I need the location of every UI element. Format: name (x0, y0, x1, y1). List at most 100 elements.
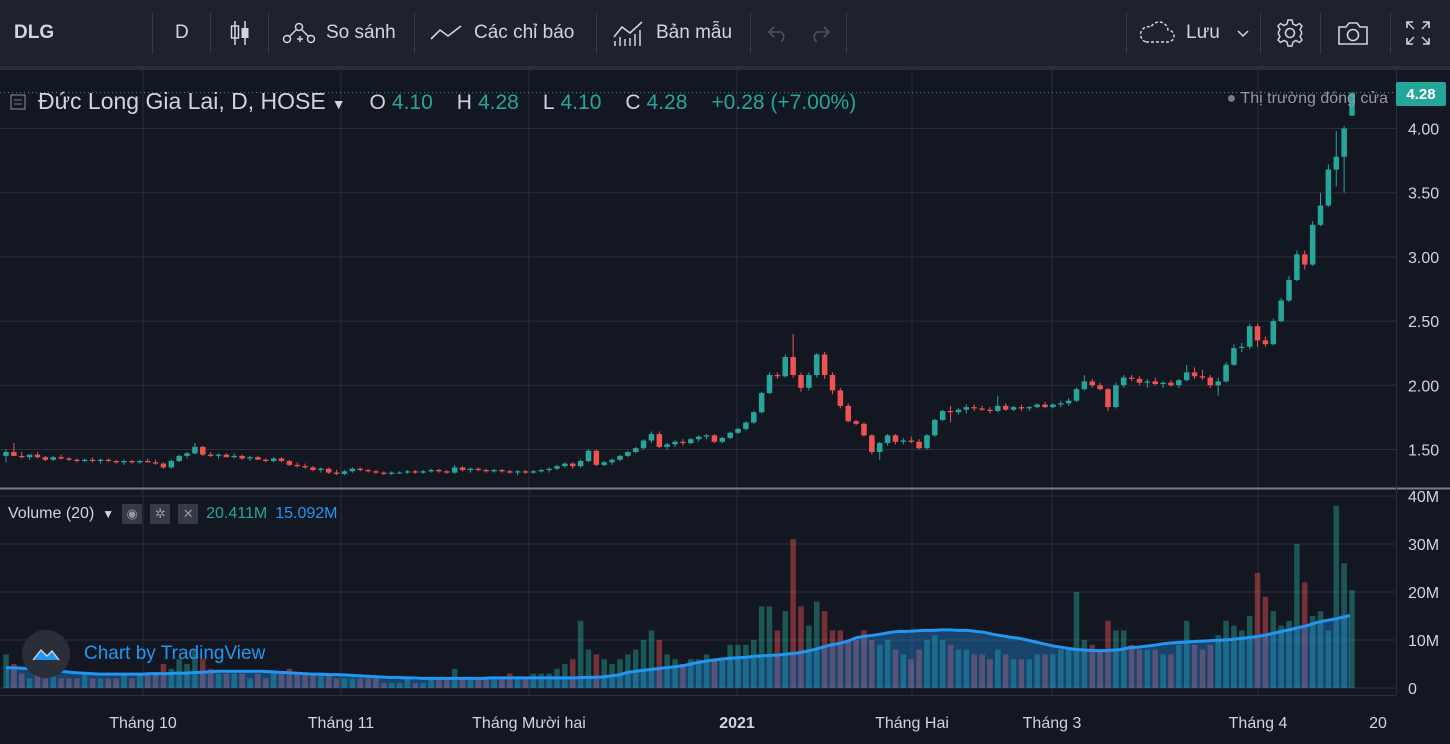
gear-icon[interactable]: ✲ (150, 504, 171, 524)
volume-bar (735, 644, 741, 688)
volume-bar (467, 678, 474, 688)
candle-body (1128, 377, 1135, 379)
volume-bar (34, 673, 41, 688)
time-tick-label: 2021 (719, 715, 755, 732)
candle-body (207, 454, 214, 456)
candle-body (869, 435, 875, 453)
volume-bar (74, 678, 80, 688)
collapse-icon[interactable] (10, 93, 26, 110)
high-label: H (456, 91, 472, 114)
candle-body (1215, 381, 1221, 386)
volume-bar (1223, 620, 1229, 688)
candle-body (247, 457, 253, 459)
interval-button[interactable]: D (175, 10, 189, 56)
toolbar-divider (1390, 12, 1391, 54)
candle-body (50, 457, 56, 460)
candle-body (1349, 92, 1355, 116)
candle-body (971, 407, 977, 409)
symbol-label: DLG (14, 22, 55, 43)
volume-bar (664, 654, 670, 688)
indicators-button[interactable]: Các chỉ báo (430, 10, 574, 56)
candle-body (223, 454, 230, 458)
save-label: Lưu (1186, 22, 1220, 43)
volume-dropdown-icon[interactable]: ▼ (102, 507, 115, 521)
volume-bar (782, 611, 789, 688)
candle-body (349, 468, 356, 472)
volume-bar (1081, 640, 1088, 688)
compare-button[interactable]: So sánh (282, 10, 396, 56)
volume-bar (758, 606, 765, 688)
volume-bar (648, 630, 655, 688)
candle-body (365, 470, 371, 472)
candle-body (81, 459, 88, 462)
candle-body (719, 437, 726, 442)
volume-bar (129, 678, 135, 688)
volume-bar (247, 678, 253, 688)
candle-body (1239, 346, 1245, 349)
candle-body (1081, 381, 1088, 390)
candle-body (1073, 389, 1080, 401)
candle-body (1223, 364, 1229, 382)
candle-body (215, 454, 222, 456)
screenshot-button[interactable] (1336, 10, 1370, 56)
volume-bar (152, 673, 159, 688)
candle-body (601, 462, 607, 465)
volume-bar (286, 668, 293, 688)
candle-body (1191, 372, 1198, 377)
volume-bar (869, 640, 875, 688)
redo-button[interactable] (808, 10, 832, 56)
candle-body (593, 450, 600, 465)
candle-body (538, 470, 545, 472)
fullscreen-button[interactable] (1404, 10, 1432, 56)
candle-body (231, 455, 238, 458)
visibility-icon[interactable]: ◉ (122, 504, 143, 524)
tradingview-watermark[interactable]: Chart by TradingView (22, 630, 265, 678)
volume-bar (601, 659, 607, 688)
candle-body (892, 435, 899, 442)
candle-body (656, 434, 663, 447)
candle-body (18, 455, 25, 458)
candle-body (341, 471, 348, 474)
candle-body (105, 459, 112, 462)
volume-bar (514, 678, 521, 688)
candle-body (1097, 385, 1103, 390)
candle-body (388, 472, 395, 474)
candle-body (168, 461, 175, 468)
price-tick-label: 3.50 (1408, 186, 1439, 203)
candle-body (1341, 128, 1347, 157)
volume-bar (1144, 649, 1151, 688)
candlestick-chart[interactable]: 4.00 3.50 3.00 2.50 2.00 1.50 40M 30M 20M 10M 0 Thá… (0, 70, 1450, 744)
compare-icon (282, 22, 316, 44)
volume-bar (656, 640, 663, 688)
interval-label: D (175, 22, 189, 43)
symbol-title[interactable]: Đức Long Gia Lai, D, HOSE (38, 88, 326, 114)
volume-bar (884, 640, 891, 688)
price-tick-label: 2.50 (1408, 314, 1439, 331)
candle-body (499, 470, 505, 472)
volume-bar (231, 673, 238, 688)
volume-bar (318, 673, 324, 688)
undo-icon (767, 26, 785, 43)
chevron-down-icon[interactable] (1236, 28, 1250, 38)
volume-bar (1207, 644, 1214, 688)
undo-button[interactable] (766, 10, 790, 56)
chart-area[interactable]: 4.00 3.50 3.00 2.50 2.00 1.50 40M 30M 20M 10M 0 Thá… (0, 70, 1450, 744)
volume-bar (569, 659, 576, 688)
templates-button[interactable]: Bản mẫu (612, 10, 732, 56)
candlestick-icon (230, 21, 249, 45)
save-button[interactable]: Lưu (1138, 10, 1250, 56)
candle-body (766, 375, 773, 393)
candle-body (806, 375, 812, 388)
volume-bar (310, 673, 316, 688)
toolbar-divider (152, 12, 153, 54)
chart-type-button[interactable] (228, 10, 252, 56)
symbol-dropdown-icon[interactable]: ▼ (331, 96, 346, 112)
close-icon[interactable]: ✕ (178, 504, 199, 524)
volume-bar (11, 664, 17, 688)
symbol-search-button[interactable]: DLG (14, 10, 54, 56)
candle-body (695, 436, 702, 440)
settings-button[interactable] (1274, 10, 1306, 56)
volume-bar (1231, 625, 1237, 688)
candle-body (1152, 381, 1158, 385)
volume-title[interactable]: Volume (20) (8, 505, 95, 522)
